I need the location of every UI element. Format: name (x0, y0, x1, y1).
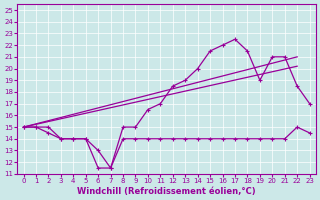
X-axis label: Windchill (Refroidissement éolien,°C): Windchill (Refroidissement éolien,°C) (77, 187, 256, 196)
